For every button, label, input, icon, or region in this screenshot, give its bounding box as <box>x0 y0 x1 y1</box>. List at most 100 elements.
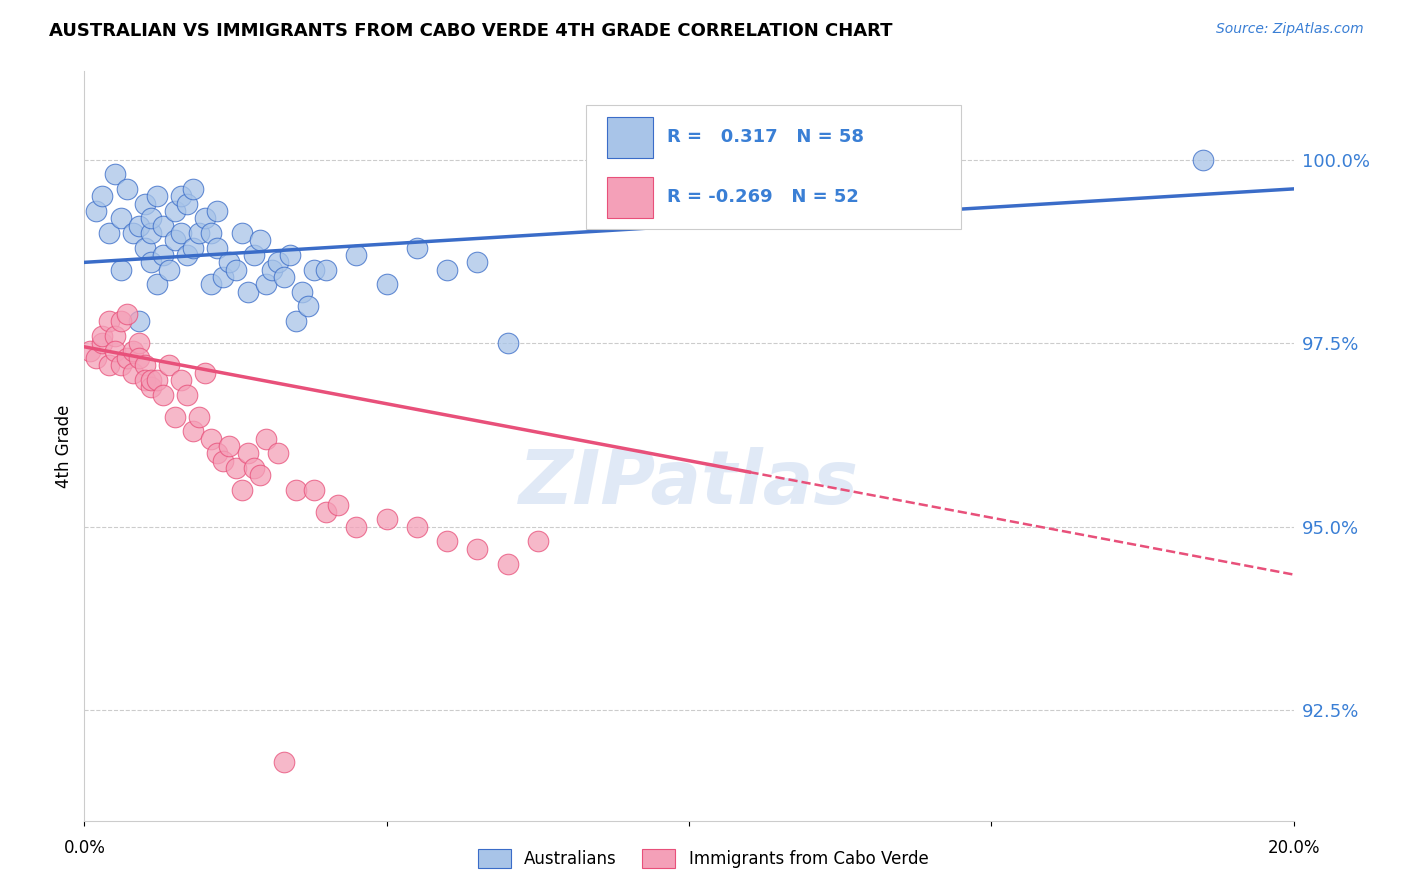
Point <box>194 211 217 226</box>
Point <box>254 432 277 446</box>
Text: Source: ZipAtlas.com: Source: ZipAtlas.com <box>1216 22 1364 37</box>
Point <box>97 226 120 240</box>
Point <box>278 248 301 262</box>
Point <box>128 336 150 351</box>
Point <box>260 262 283 277</box>
Point <box>302 262 325 277</box>
Point <box>165 233 187 247</box>
Point <box>1192 153 1215 167</box>
Point <box>194 366 217 380</box>
Point <box>170 226 193 240</box>
Point <box>315 505 337 519</box>
Point <box>207 446 229 460</box>
Point <box>273 755 295 769</box>
Point <box>527 534 550 549</box>
Point <box>91 189 114 203</box>
Point <box>170 373 193 387</box>
Point <box>218 439 240 453</box>
FancyBboxPatch shape <box>607 177 652 218</box>
Point <box>496 336 519 351</box>
Point <box>285 483 308 497</box>
Point <box>176 248 198 262</box>
Point <box>249 468 271 483</box>
Point <box>225 262 247 277</box>
Point <box>436 262 458 277</box>
Point <box>97 358 120 372</box>
Point <box>121 343 143 358</box>
Point <box>188 226 211 240</box>
Point <box>115 351 138 365</box>
Point <box>436 534 458 549</box>
Point <box>152 248 174 262</box>
Point <box>181 241 204 255</box>
Point <box>236 446 259 460</box>
Point <box>212 453 235 467</box>
Point <box>152 219 174 233</box>
Point <box>139 380 162 394</box>
Point <box>128 314 150 328</box>
Point <box>110 358 132 372</box>
Point <box>291 285 314 299</box>
Point <box>176 196 198 211</box>
Text: 0.0%: 0.0% <box>63 839 105 857</box>
Point <box>110 211 132 226</box>
Point <box>200 432 222 446</box>
Point <box>375 277 398 292</box>
Point <box>134 373 156 387</box>
Point <box>273 270 295 285</box>
Point <box>157 262 180 277</box>
Point <box>121 366 143 380</box>
Point <box>285 314 308 328</box>
Point <box>91 336 114 351</box>
Point <box>218 255 240 269</box>
Point <box>110 314 132 328</box>
Legend: Australians, Immigrants from Cabo Verde: Australians, Immigrants from Cabo Verde <box>471 842 935 875</box>
Point <box>86 351 108 365</box>
Point <box>134 358 156 372</box>
FancyBboxPatch shape <box>586 105 962 228</box>
Point <box>104 343 127 358</box>
Point <box>165 409 187 424</box>
Text: R = -0.269   N = 52: R = -0.269 N = 52 <box>668 188 859 206</box>
Text: ZIPatlas: ZIPatlas <box>519 447 859 520</box>
Point <box>496 557 519 571</box>
Point <box>267 255 290 269</box>
Point <box>346 520 368 534</box>
Point <box>225 461 247 475</box>
Point <box>152 387 174 401</box>
Point <box>146 189 169 203</box>
Point <box>242 248 264 262</box>
Point <box>86 203 108 218</box>
Point <box>121 226 143 240</box>
Point <box>134 241 156 255</box>
Point <box>467 255 489 269</box>
Point <box>128 351 150 365</box>
Point <box>97 314 120 328</box>
Point <box>139 211 162 226</box>
Point <box>146 373 169 387</box>
Point <box>231 226 253 240</box>
Point <box>104 328 127 343</box>
Point <box>212 270 235 285</box>
Point <box>207 203 229 218</box>
Point <box>297 300 319 314</box>
Point <box>406 520 429 534</box>
Point <box>139 373 162 387</box>
Text: R =   0.317   N = 58: R = 0.317 N = 58 <box>668 128 865 146</box>
Point <box>115 307 138 321</box>
Point <box>181 425 204 439</box>
Text: 20.0%: 20.0% <box>1267 839 1320 857</box>
Point <box>467 541 489 556</box>
Point <box>200 277 222 292</box>
Point <box>110 262 132 277</box>
Point <box>254 277 277 292</box>
Point <box>236 285 259 299</box>
Point <box>249 233 271 247</box>
Point <box>115 182 138 196</box>
Point <box>165 203 187 218</box>
Point <box>91 328 114 343</box>
Point <box>328 498 350 512</box>
Point <box>139 255 162 269</box>
Point <box>315 262 337 277</box>
Point <box>207 241 229 255</box>
